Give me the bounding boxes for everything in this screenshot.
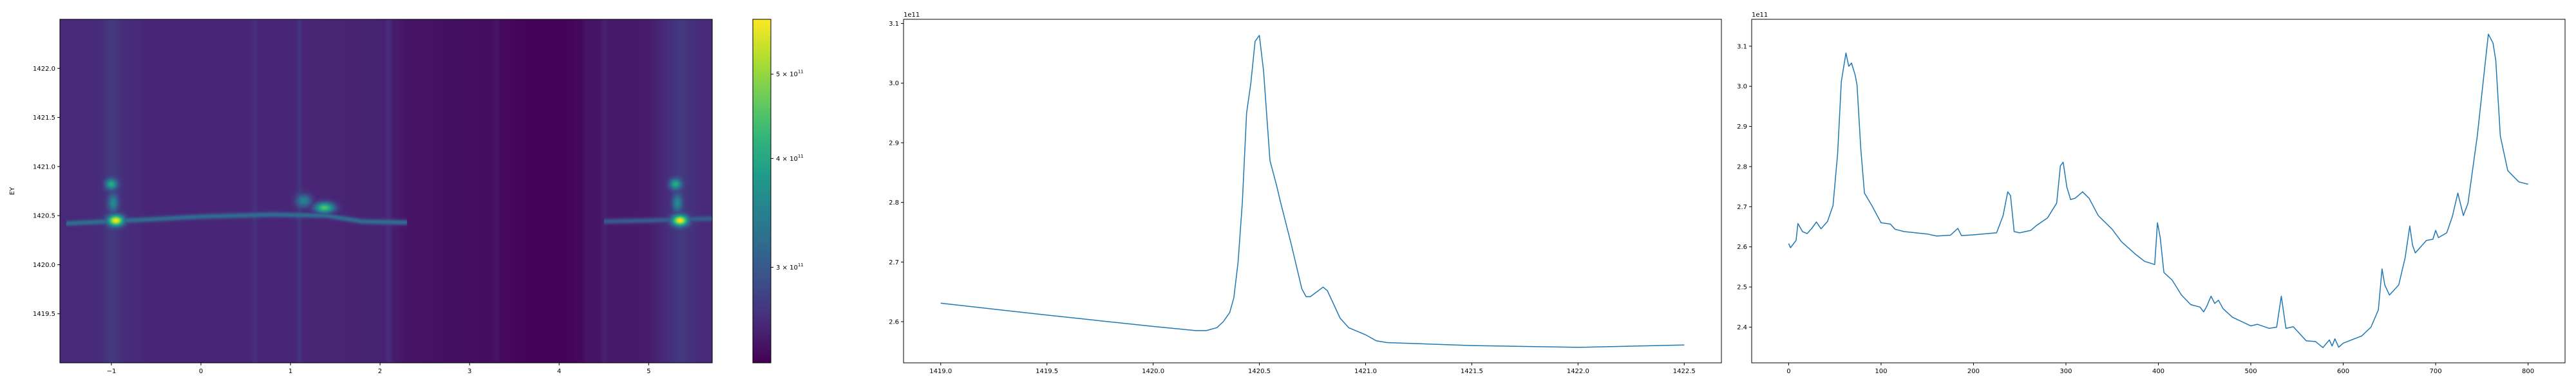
index-profile-xtick-label: 200 [1967,368,1980,375]
peak-profile-ytick-label: 2.9 [889,140,899,147]
index-profile-xtick-label: 800 [2522,368,2534,375]
heatmap-panel: EY −1 0 1 2 3 4 5 1419.5 1420.0 1420.5 1421.0 1421.… [9,19,713,375]
heatmap-xtick-label: 2 [378,368,382,375]
heatmap-ylabel: EY [9,187,16,195]
heatmap-ytick-label: 1419.5 [33,311,55,318]
index-profile-frame [1751,19,2566,363]
peak-profile-offset-text: 1e11 [904,12,920,19]
index-profile-panel: 0 100 200 300 400 500 600 700 800 2.4 2.5 2.6 2.7 2.8… [1737,12,2566,375]
index-profile-series-line [1788,33,2528,349]
colorbar-tick-exponent: 11 [798,154,804,159]
peak-profile-ytick-label: 2.8 [889,199,899,207]
heatmap-xtick-label: 4 [557,368,561,375]
index-profile-xtick-label: 700 [2430,368,2442,375]
index-profile-ytick-label: 2.8 [1737,163,1747,170]
peak-profile-xtick-label: 1422.5 [1673,368,1696,375]
index-profile-ytick-label: 2.9 [1737,124,1747,131]
heatmap-ytick-label: 1422.0 [33,66,55,73]
colorbar-gradient [752,19,772,363]
heatmap-frame [59,19,713,363]
heatmap-xtick-label: 5 [647,368,650,375]
peak-profile-ytick-label: 2.6 [889,319,899,326]
index-profile-xtick-label: 300 [2060,368,2072,375]
heatmap-xtick-label: 0 [199,368,203,375]
peak-profile-xtick-label: 1420.5 [1248,368,1271,375]
index-profile-ytick-label: 2.5 [1737,284,1747,291]
peak-profile-panel: 1419.0 1419.5 1420.0 1420.5 1421.0 1421.5 1422… [889,12,1722,375]
heatmap-image [60,19,712,363]
colorbar-tick-base: 4 × 10 [776,156,798,163]
colorbar-tick-exponent: 11 [798,262,804,268]
colorbar-tick-label: 3 × 1011 [776,262,804,271]
index-profile-xtick-label: 0 [1786,368,1790,375]
index-profile-ytick-label: 3.1 [1737,43,1747,50]
colorbar-tick-base: 5 × 10 [776,71,798,78]
peak-profile-xtick-label: 1421.5 [1461,368,1483,375]
heatmap-xtick-label: −1 [107,368,117,375]
index-profile-offset-text: 1e11 [1752,12,1768,19]
colorbar-tick-label: 5 × 1011 [776,69,804,78]
heatmap-xtick-label: 3 [468,368,471,375]
peak-profile-xtick-label: 1422.0 [1567,368,1589,375]
heatmap-ytick-label: 1420.5 [33,213,55,220]
heatmap-ytick-label: 1420.0 [33,262,55,269]
peak-profile-xtick-label: 1420.0 [1142,368,1164,375]
index-profile-ytick-label: 2.6 [1737,244,1747,251]
peak-profile-xtick-label: 1421.0 [1354,368,1377,375]
index-profile-xtick-label: 600 [2337,368,2349,375]
index-profile-ytick-label: 2.4 [1737,324,1747,331]
colorbar-tick-label: 4 × 1011 [776,154,804,163]
heatmap-xtick-label: 1 [289,368,292,375]
colorbar-tick-base: 3 × 10 [776,264,798,271]
peak-profile-xtick-label: 1419.5 [1036,368,1058,375]
index-profile-xtick-label: 500 [2244,368,2257,375]
peak-profile-ytick-label: 3.0 [889,80,899,87]
peak-profile-ytick-label: 3.1 [889,21,899,28]
peak-profile-series-line [940,35,1685,348]
peak-profile-ytick-label: 2.7 [889,259,899,266]
index-profile-ytick-label: 3.0 [1737,84,1747,91]
heatmap-ytick-label: 1421.0 [33,163,55,170]
peak-profile-frame [903,19,1722,363]
index-profile-ytick-label: 2.7 [1737,204,1747,211]
index-profile-xtick-label: 100 [1875,368,1887,375]
index-profile-xtick-label: 400 [2152,368,2164,375]
colorbar-tick-exponent: 11 [798,69,804,75]
peak-profile-xtick-label: 1419.0 [929,368,952,375]
heatmap-ytick-label: 1421.5 [33,115,55,122]
